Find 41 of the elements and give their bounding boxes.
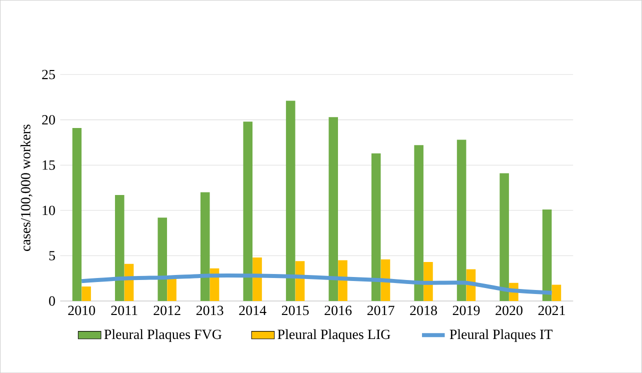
bar [542,209,552,301]
bar [371,153,381,301]
x-tick-label: 2014 [239,306,266,316]
x-tick-label: 2015 [282,306,309,316]
bar [252,257,262,301]
legend-label: Pleural Plaques FVG [104,329,222,342]
x-tick-label: 2012 [154,306,180,316]
x-tick-label: 2017 [367,306,394,316]
bar [243,122,253,301]
x-tick-label: 2018 [410,306,437,316]
bar [158,218,168,301]
bar [328,117,338,301]
bar [456,140,466,301]
y-tick-label: 10 [42,206,55,216]
bar [72,128,82,301]
bar [424,262,433,301]
bar [414,145,424,301]
y-tick-label: 20 [42,115,55,124]
y-tick-label: 25 [42,70,55,80]
x-tick-label: 2010 [68,306,96,316]
line-series [80,273,554,295]
bar [200,192,210,301]
bar [552,284,562,301]
x-tick-label: 2020 [496,306,522,316]
bar [500,173,509,301]
legend-label: Pleural Plaques IT [450,329,552,342]
legend-label: Pleural Plaques LIG [278,329,390,342]
x-tick-label: 2016 [324,306,352,316]
x-tick-label: 2021 [538,306,565,316]
y-tick-label: 15 [42,160,55,170]
x-tick-label: 2019 [452,306,480,316]
x-tick-label: 2013 [196,306,224,316]
x-tick-label: 2011 [111,306,138,316]
bar [114,194,124,301]
bar [167,278,176,301]
y-axis-title: cases/100,000 workers [20,124,32,251]
y-tick-label: 0 [49,296,55,306]
bar [338,260,348,301]
bar [82,286,91,301]
bar [286,100,296,301]
y-tick-label: 5 [49,250,55,260]
